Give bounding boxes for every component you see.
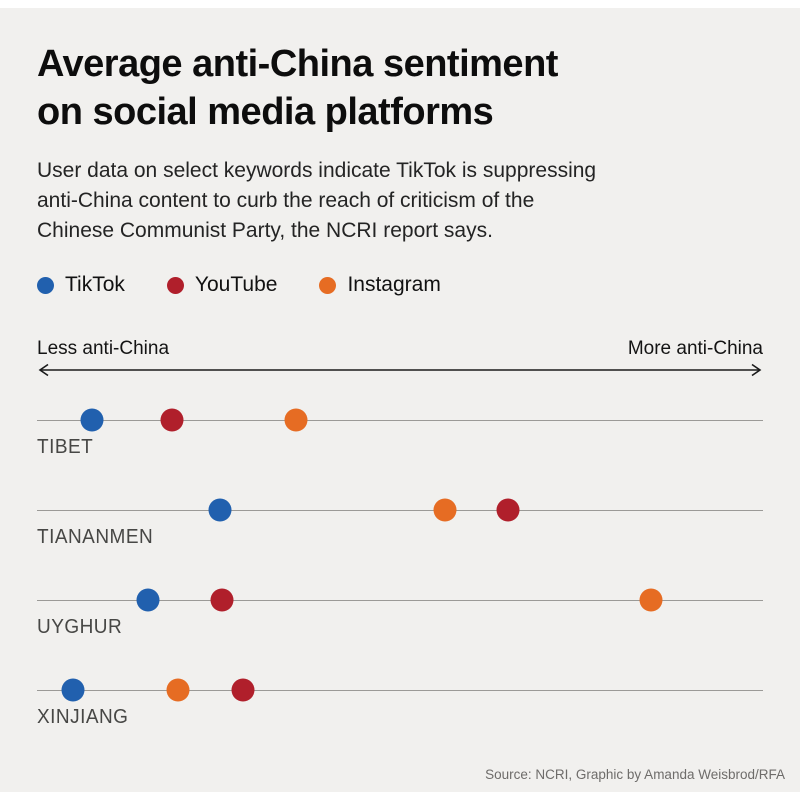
- chart-row-tibet: TIBET: [37, 408, 763, 510]
- axis-labels: Less anti-China More anti-China: [37, 336, 763, 362]
- chart-rows: TIBET TIANANMEN UYGHUR XINJIANG: [37, 408, 763, 780]
- data-point-tiktok-tibet: [80, 408, 104, 432]
- data-point-tiktok-uyghur: [136, 588, 160, 612]
- category-label: TIBET: [37, 436, 94, 458]
- data-point-instagram-tibet: [284, 408, 308, 432]
- category-label: UYGHUR: [37, 616, 123, 638]
- data-point-youtube-xinjiang: [231, 678, 255, 702]
- legend-label: YouTube: [194, 273, 278, 296]
- legend-item-instagram: Instagram: [319, 273, 441, 297]
- chart-row-uyghur: UYGHUR: [37, 588, 763, 690]
- row-baseline: [37, 600, 763, 601]
- data-point-youtube-uyghur: [210, 588, 234, 612]
- data-point-instagram-tiananmen: [433, 498, 457, 522]
- category-label: TIANANMEN: [37, 526, 154, 548]
- legend-dot-icon: [319, 276, 337, 294]
- chart-row-tiananmen: TIANANMEN: [37, 498, 763, 600]
- data-point-tiktok-tiananmen: [208, 498, 232, 522]
- row-baseline: [37, 510, 763, 511]
- data-point-youtube-tibet: [160, 408, 184, 432]
- infographic-canvas: Average anti-China sentiment on social m…: [0, 8, 800, 792]
- data-point-youtube-tiananmen: [496, 498, 520, 522]
- data-point-tiktok-xinjiang: [61, 678, 85, 702]
- chart-title: Average anti-China sentiment on social m…: [37, 43, 558, 133]
- legend-dot-icon: [37, 276, 54, 294]
- data-point-instagram-uyghur: [639, 588, 663, 612]
- axis-double-arrow-icon: [38, 363, 762, 377]
- axis-label-more: More anti-China: [627, 338, 763, 359]
- legend-dot-icon: [166, 276, 184, 294]
- legend-item-youtube: YouTube: [166, 273, 278, 297]
- axis-label-less: Less anti-China: [37, 338, 170, 359]
- row-baseline: [37, 420, 763, 421]
- legend-label: TikTok: [65, 273, 125, 296]
- chart-row-xinjiang: XINJIANG: [37, 678, 763, 780]
- source-credit: Source: NCRI, Graphic by Amanda Weisbrod…: [485, 767, 785, 782]
- legend-label: Instagram: [347, 273, 441, 296]
- category-label: XINJIANG: [37, 706, 129, 728]
- legend-item-tiktok: TikTok: [37, 273, 125, 297]
- legend: TikTok YouTube Instagram: [37, 272, 763, 298]
- data-point-instagram-xinjiang: [166, 678, 190, 702]
- row-baseline: [37, 690, 763, 691]
- chart-subtitle: User data on select keywords indicate Ti…: [37, 159, 597, 242]
